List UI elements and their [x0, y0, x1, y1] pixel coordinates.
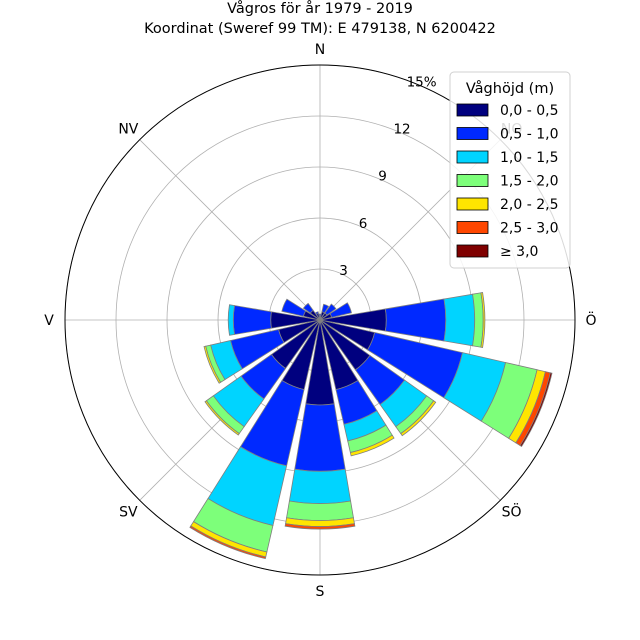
legend-label: 0,0 - 0,5	[500, 103, 558, 119]
legend-swatch	[456, 150, 489, 164]
radial-tick-label: 6	[359, 216, 368, 232]
bar-segment	[189, 525, 267, 560]
direction-label: S	[316, 584, 325, 600]
bar-segment	[400, 400, 437, 437]
bar-segment	[294, 403, 346, 472]
bar-segment	[232, 305, 272, 335]
radial-tick-label: 15%	[407, 74, 437, 90]
direction-label: Ö	[585, 311, 596, 329]
radial-tick-label: 12	[393, 122, 410, 138]
bar-segment	[349, 434, 395, 457]
chart-subtitle: Koordinat (Sweref 99 TM): E 479138, N 62…	[144, 21, 496, 37]
direction-label: V	[44, 313, 54, 329]
grid-spoke	[139, 139, 321, 321]
bar-segment	[302, 302, 314, 314]
legend-swatch	[456, 127, 489, 140]
legend-swatch	[456, 197, 489, 211]
legend-label: ≥ 3,0	[500, 244, 538, 260]
bars-group	[189, 292, 553, 560]
bar-segment	[314, 311, 319, 315]
bar-segment	[519, 372, 553, 448]
direction-label: N	[315, 42, 325, 58]
direction-label: SV	[119, 505, 138, 521]
bar-segment	[281, 298, 307, 317]
bar-segment	[321, 303, 330, 314]
bar-segment	[204, 400, 240, 436]
bar-segment	[284, 523, 356, 530]
bar-segment	[288, 468, 352, 505]
bar-segment	[324, 303, 337, 316]
radial-tick-label: 9	[378, 169, 387, 185]
bar-segment	[286, 500, 354, 522]
outer-ring	[64, 64, 576, 576]
legend-label: 2,0 - 2,5	[500, 197, 558, 213]
legend-swatch	[456, 103, 489, 117]
legend-swatch	[456, 221, 489, 234]
legend-label: 1,0 - 1,5	[500, 150, 558, 166]
radial-tick-label: 3	[339, 263, 348, 279]
legend-swatch	[456, 244, 489, 258]
legend-label: 0,5 - 1,0	[500, 127, 558, 143]
bar-segment	[329, 302, 352, 318]
legend-swatch	[456, 174, 489, 187]
bar-segment	[480, 292, 486, 348]
legend-title: Våghöjd (m)	[466, 80, 554, 97]
chart-title: Vågros för år 1979 - 2019	[227, 0, 413, 17]
bar-segment	[203, 345, 222, 384]
bar-segment	[443, 293, 476, 347]
legend-label: 1,5 - 2,0	[500, 174, 558, 190]
direction-label: SÖ	[502, 503, 522, 521]
legend-label: 2,5 - 3,0	[500, 221, 558, 237]
legend-box	[449, 71, 571, 269]
direction-label: NV	[118, 121, 138, 137]
bar-segment	[384, 298, 447, 342]
legend: Våghöjd (m) 0,0 - 0,5 0,5 - 1,0 1,0 - 1,5 1,…	[449, 71, 571, 269]
bar-segment	[227, 304, 235, 336]
